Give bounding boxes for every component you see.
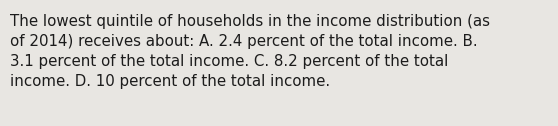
- Text: The lowest quintile of households in the income distribution (as
of 2014) receiv: The lowest quintile of households in the…: [10, 14, 490, 89]
